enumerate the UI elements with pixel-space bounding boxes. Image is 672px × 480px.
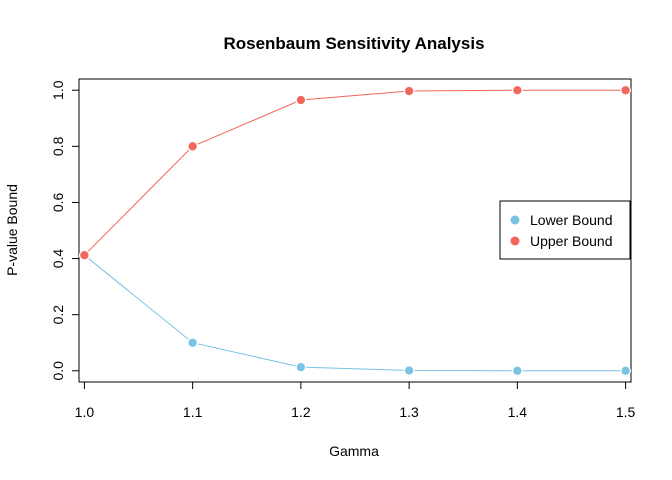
legend-marker-upper-bound — [510, 236, 520, 246]
y-tick-label: 0.8 — [50, 136, 66, 156]
x-tick-label: 1.1 — [183, 404, 203, 420]
legend-box — [499, 200, 631, 260]
legend-marker-lower-bound — [510, 215, 520, 225]
series-line-lower-bound — [84, 254, 626, 372]
y-axis-label: P-value Bound — [4, 184, 20, 276]
series-upper-bound — [78, 84, 632, 261]
chart-title: Rosenbaum Sensitivity Analysis — [223, 34, 484, 53]
y-axis: 0.0 0.2 0.4 0.6 0.8 1.0 — [50, 80, 80, 381]
data-point-lower-bound — [403, 365, 415, 376]
series-group — [78, 84, 632, 377]
x-axis: 1.0 1.1 1.2 1.3 1.4 1.5 — [75, 381, 636, 420]
legend: Lower Bound Upper Bound — [499, 200, 631, 260]
x-tick-label: 1.0 — [75, 404, 95, 420]
x-tick-label: 1.5 — [616, 404, 636, 420]
data-point-upper-bound — [187, 140, 199, 152]
data-point-upper-bound — [403, 85, 415, 97]
data-point-upper-bound — [620, 84, 632, 96]
y-tick-label: 0.0 — [50, 361, 66, 381]
x-tick-label: 1.4 — [508, 404, 528, 420]
data-point-upper-bound — [511, 84, 523, 96]
legend-label-upper-bound: Upper Bound — [530, 233, 613, 249]
legend-label-lower-bound: Lower Bound — [530, 212, 613, 228]
y-tick-label: 0.2 — [50, 305, 66, 325]
data-point-lower-bound — [620, 365, 632, 377]
series-line-upper-bound — [84, 89, 626, 256]
data-point-upper-bound — [78, 249, 90, 261]
x-axis-label: Gamma — [329, 443, 379, 459]
series-lower-bound — [78, 249, 632, 377]
y-tick-label: 0.6 — [50, 193, 66, 213]
data-point-lower-bound — [511, 365, 523, 377]
data-point-lower-bound — [187, 337, 199, 349]
x-tick-label: 1.2 — [291, 404, 311, 420]
y-tick-label: 1.0 — [50, 80, 66, 100]
data-point-lower-bound — [295, 361, 307, 373]
y-tick-label: 0.4 — [50, 249, 66, 269]
x-tick-label: 1.3 — [399, 404, 419, 420]
data-point-upper-bound — [295, 94, 307, 106]
